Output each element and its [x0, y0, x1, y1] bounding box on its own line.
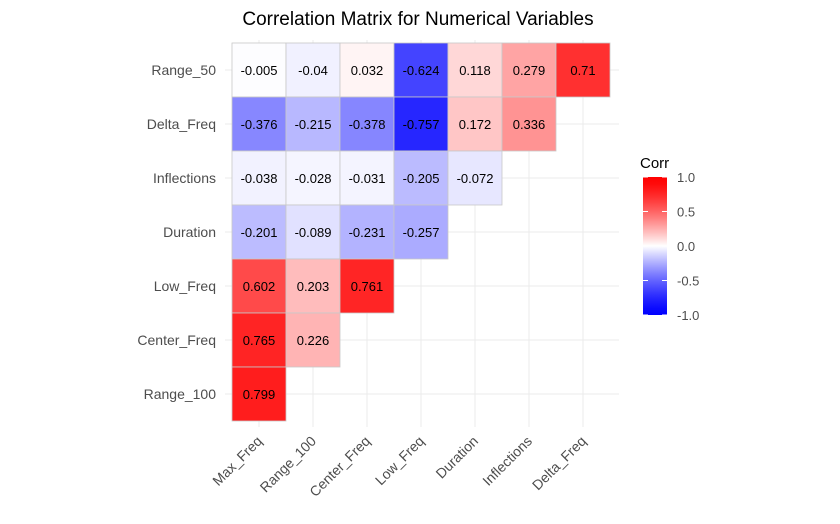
cell-value-label: 0.336 [513, 117, 546, 132]
chart-title: Correlation Matrix for Numerical Variabl… [242, 9, 593, 30]
y-tick-label: Range_100 [144, 386, 217, 402]
legend-tick-label: 0.0 [677, 239, 695, 254]
heatmap-cells [231, 42, 611, 422]
heatmap-cell [339, 42, 395, 98]
cell-value-label: 0.761 [351, 279, 384, 294]
cell-value-label: 0.118 [459, 63, 491, 78]
heatmap-cell [393, 96, 449, 152]
heatmap-cell [339, 96, 395, 152]
heatmap-cell [339, 258, 395, 314]
heatmap-cell [501, 42, 557, 98]
cell-value-label: 0.279 [513, 63, 546, 78]
x-tick-label: Delta_Freq [529, 433, 589, 493]
x-tick-label: Inflections [479, 433, 535, 489]
heatmap-cell [339, 204, 395, 260]
cell-value-label: -0.038 [241, 171, 278, 186]
cell-value-label: -0.072 [457, 171, 494, 186]
cell-value-label: -0.376 [241, 117, 278, 132]
cell-value-label: 0.172 [459, 117, 492, 132]
cell-value-label: 0.226 [297, 333, 330, 348]
cell-value-label: -0.205 [403, 171, 440, 186]
legend-title: Corr [640, 155, 669, 172]
color-legend: Corr 1.0 0.5 0.0 -0.5 -1.0 [640, 155, 699, 323]
heatmap-cell [285, 312, 341, 368]
cell-value-label: -0.028 [295, 171, 332, 186]
heatmap-cell [339, 150, 395, 206]
heatmap-cell [555, 42, 611, 98]
cell-value-label: 0.203 [297, 279, 330, 294]
heatmap-cell [501, 96, 557, 152]
heatmap-cell [231, 366, 287, 422]
cell-value-labels: -0.005 -0.04 0.032 -0.624 0.118 0.279 0.71 -0.3… [241, 63, 596, 402]
heatmap-cell [231, 258, 287, 314]
heatmap-cell [285, 204, 341, 260]
heatmap-cell [447, 150, 503, 206]
cell-value-label: -0.757 [403, 117, 440, 132]
cell-value-label: -0.04 [298, 63, 328, 78]
x-tick-label: Duration [432, 433, 481, 482]
heatmap-cell [285, 258, 341, 314]
cell-value-label: -0.089 [295, 225, 332, 240]
cell-value-label: -0.624 [403, 63, 440, 78]
cell-value-label: 0.799 [243, 387, 276, 402]
cell-value-label: -0.257 [403, 225, 440, 240]
cell-value-label: 0.032 [351, 63, 384, 78]
cell-value-label: -0.231 [349, 225, 386, 240]
heatmap-cell [285, 96, 341, 152]
cell-value-label: 0.71 [570, 63, 595, 78]
heatmap-cell [231, 312, 287, 368]
cell-value-label: -0.005 [241, 63, 278, 78]
heatmap-cell [231, 96, 287, 152]
cell-value-label: -0.215 [295, 117, 332, 132]
legend-tick-label: 1.0 [677, 170, 695, 185]
cell-value-label: 0.765 [243, 333, 276, 348]
legend-tick-label: -0.5 [677, 274, 699, 289]
cell-value-label: -0.378 [349, 117, 386, 132]
y-tick-label: Delta_Freq [147, 116, 216, 132]
legend-tick-label: -1.0 [677, 308, 699, 323]
heatmap-cell [393, 204, 449, 260]
y-axis-tick-labels: Range_50 Delta_Freq Inflections Duration Low… [137, 62, 216, 402]
heatmap-cell [447, 96, 503, 152]
y-tick-label: Center_Freq [137, 332, 216, 348]
y-tick-label: Low_Freq [154, 278, 216, 294]
cell-value-label: -0.031 [349, 171, 386, 186]
y-tick-label: Inflections [153, 170, 216, 186]
x-tick-label: Low_Freq [372, 433, 427, 488]
cell-value-label: 0.602 [243, 279, 276, 294]
x-tick-label: Max_Freq [209, 433, 265, 489]
cell-value-label: -0.201 [241, 225, 278, 240]
legend-tick-label: 0.5 [677, 205, 695, 220]
y-tick-label: Duration [163, 224, 216, 240]
y-tick-label: Range_50 [151, 62, 216, 78]
heatmap-cell [285, 150, 341, 206]
